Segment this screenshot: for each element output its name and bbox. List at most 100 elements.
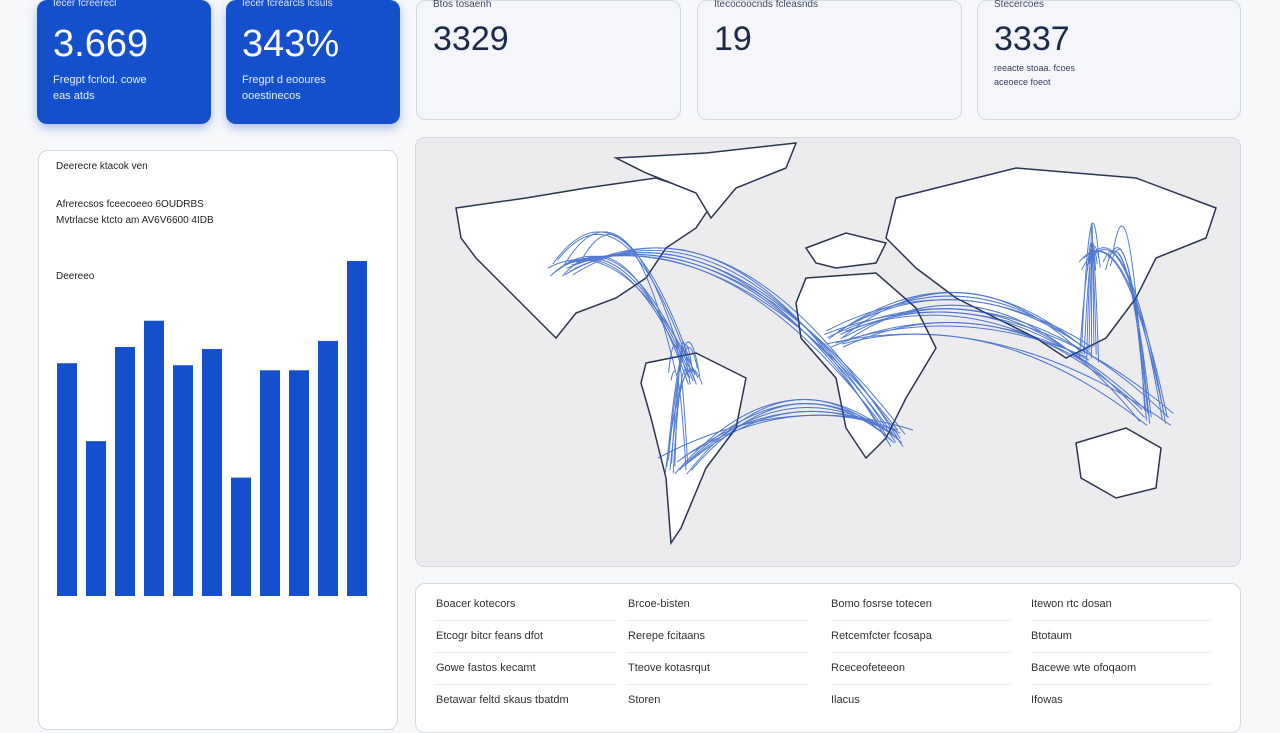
map-panel [415,137,1241,567]
table-row: Betawar feltd skaus tbatdm Storen Ilacus If… [416,684,1240,716]
route [1102,250,1152,418]
bar [144,320,164,596]
row-divider [1031,684,1211,685]
route [833,295,1088,351]
row-divider [628,652,808,653]
route [831,322,1090,361]
route [1090,222,1095,347]
table-cell: Itewon rtc dosan [1031,598,1112,610]
table-row: Boacer kotecors Brcoe-bisten Bomo fosrse t… [416,588,1240,621]
kpi-note: ooestinecos [242,90,301,102]
route [841,333,1148,426]
route [550,255,697,385]
route [674,341,689,467]
row-divider [436,620,616,621]
route [562,256,689,385]
kpi-value: 3337 [994,20,1070,58]
table-cell: Btotaum [1031,630,1072,642]
kpi-card: Btos tosaenh 3329 [416,0,681,120]
row-divider [436,684,616,685]
chart-label: Deereeo [56,271,95,282]
table-cell: Rerepe fcitaans [628,630,706,642]
table-cell: Brcoe-bisten [628,598,690,610]
kpi-note: Fregpt fcrlod. cowe [53,74,147,86]
kpi-label: Stecercoes [994,0,1045,10]
route [554,257,694,382]
route [557,233,693,372]
bar [318,340,338,596]
kpi-label: Iecer fcrearcls lcsuls [242,0,333,9]
kpi-value: 3329 [433,20,509,58]
kpi-note: Fregpt d eooures [242,74,326,86]
route [547,259,699,379]
kpi-card: Itecocoocnds fcleasnds 19 [697,0,962,120]
table-cell: Rceceofeteeon [831,662,905,674]
route [564,247,904,447]
bar [57,363,77,596]
route [828,292,1092,355]
kpi-value: 343% [242,23,340,65]
kpi-card: Stecercoes 3337 reeacte stoaa. fcoes aceoec… [977,0,1241,120]
bar [347,261,367,596]
route [575,255,887,431]
row-divider [831,620,1011,621]
bar [231,477,251,596]
table-cell: Bacewe wte ofoqaom [1031,662,1137,674]
table-panel: Boacer kotecors Brcoe-bisten Bomo fosrse t… [415,583,1241,733]
row-divider [628,620,808,621]
panel-line: Mvtrlacse ktcto am AV6V6600 4IDB [56,215,214,226]
kpi-card: Iecer fcrearcls lcsuls 343% Fregpt d eoour… [226,0,400,124]
table-cell: Betawar feltd skaus tbatdm [436,694,569,706]
row-divider [1031,652,1211,653]
table-cell: Bomo fosrse totecen [831,598,932,610]
chart-panel: Deerecre ktacok ven Afrerecsos fceecoeeo… [38,150,398,730]
route [1105,247,1151,424]
route [1085,248,1163,421]
bar [86,441,106,596]
table-cell: Ifowas [1031,694,1063,706]
table-cell: Tteove kotasrqut [628,662,710,674]
panel-title: Deerecre ktacok ven [56,161,148,172]
route [1083,248,1098,355]
row-divider [436,652,616,653]
route [846,304,1141,422]
kpi-label: Btos tosaenh [433,0,492,10]
row-divider [831,652,1011,653]
kpi-value: 3.669 [53,23,149,65]
route [559,259,691,379]
table-cell: Etcogr bitcr feans dfot [436,630,543,642]
table-cell: Retcemfcter fcosapa [831,630,932,642]
bar [289,370,309,596]
route [552,231,696,375]
world-map [455,142,1217,546]
route [667,346,698,461]
kpi-card: Iecer fcreerecl 3.669 Fregpt fcrlod. cowe e… [37,0,211,124]
bar [260,370,280,596]
panel-line: Afrerecsos fceecoeeo 6OUDRBS [56,199,204,210]
bar-chart [57,261,367,596]
row-divider [1031,620,1211,621]
kpi-label: Itecocoocnds fcleasnds [714,0,818,10]
table-cell: Boacer kotecors [436,598,516,610]
route [674,399,903,475]
table-row: Gowe fastos kecamt Tteove kotasrqut Rceceo… [416,652,1240,685]
route [827,308,1169,418]
route [1078,245,1101,359]
kpi-note: aceoece foeot [994,77,1051,87]
table-cell: Storen [628,694,661,706]
row-divider [831,684,1011,685]
table-row: Etcogr bitcr feans dfot Rerepe fcitaans Re… [416,620,1240,653]
route [825,333,1172,426]
kpi-label: Iecer fcreerecl [53,0,117,9]
route [671,344,694,464]
route [574,252,889,439]
row-divider [628,684,808,685]
bar [115,347,135,596]
kpi-value: 19 [714,20,752,58]
route [581,233,677,372]
table-cell: Gowe fastos kecamt [436,662,536,674]
routes [547,222,1174,475]
kpi-note: reeacte stoaa. fcoes [994,63,1076,73]
table-cell: Ilacus [831,694,860,706]
